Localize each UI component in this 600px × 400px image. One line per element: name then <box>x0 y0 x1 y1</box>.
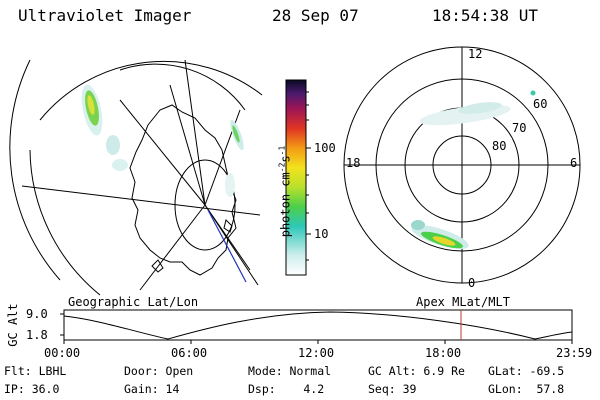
apex-label: Apex MLat/MLT <box>416 295 510 309</box>
mlat-label-70: 70 <box>512 121 527 135</box>
timeline-xtick-1200: 12:00 <box>298 346 335 360</box>
mlt-label-6: 6 <box>570 156 578 170</box>
geographic-label: Geographic Lat/Lon <box>68 295 199 309</box>
ip-value: IP: 36.0 <box>4 382 60 396</box>
mlt-label-12: 12 <box>468 47 483 61</box>
seq-value: Seq: 39 <box>368 382 417 396</box>
mode-value: Mode: Normal <box>248 364 332 378</box>
aurora-emission-left <box>81 84 244 197</box>
timeline-ylabel: GC Alt <box>6 303 20 347</box>
instrument-title: Ultraviolet Imager <box>18 6 192 25</box>
geographic-map <box>9 59 263 296</box>
timeline-xtick-0000: 00:00 <box>44 346 81 360</box>
door-status: Door: Open <box>124 364 194 378</box>
aurora-emission-polar <box>411 90 536 249</box>
dsp-value: Dsp: 4.2 <box>248 382 325 396</box>
continent-outline <box>129 104 237 276</box>
mlat-label-80: 80 <box>492 139 507 153</box>
filter-value: Flt: LBHL <box>4 364 67 378</box>
timeline-ytick-1-8: 1.8 <box>26 328 48 342</box>
timeline-ytick-9: 9.0 <box>26 307 48 321</box>
colorbar <box>285 79 307 276</box>
gc-alt-value: GC Alt: 6.9 Re <box>368 364 465 378</box>
colorbar-tick-100: 100 <box>314 141 336 155</box>
colorbar-label: photon cm-2s-1 <box>277 145 293 238</box>
glon-value: GLon: 57.8 <box>488 382 565 396</box>
timeline-xtick-2359: 23:59 <box>556 346 593 360</box>
gc-altitude-curve <box>63 311 573 340</box>
gain-value: Gain: 14 <box>124 382 180 396</box>
altitude-timeline <box>60 309 573 344</box>
mlt-label-0: 0 <box>468 276 476 290</box>
timeline-xtick-0600: 06:00 <box>171 346 208 360</box>
colorbar-tick-10: 10 <box>314 227 329 241</box>
observation-time: 18:54:38 UT <box>432 6 538 25</box>
timeline-xtick-1800: 18:00 <box>425 346 462 360</box>
glat-value: GLat: -69.5 <box>488 364 565 378</box>
observation-date: 28 Sep 07 <box>272 6 359 25</box>
mlt-label-18: 18 <box>346 156 361 170</box>
mlat-label-60: 60 <box>533 97 548 111</box>
